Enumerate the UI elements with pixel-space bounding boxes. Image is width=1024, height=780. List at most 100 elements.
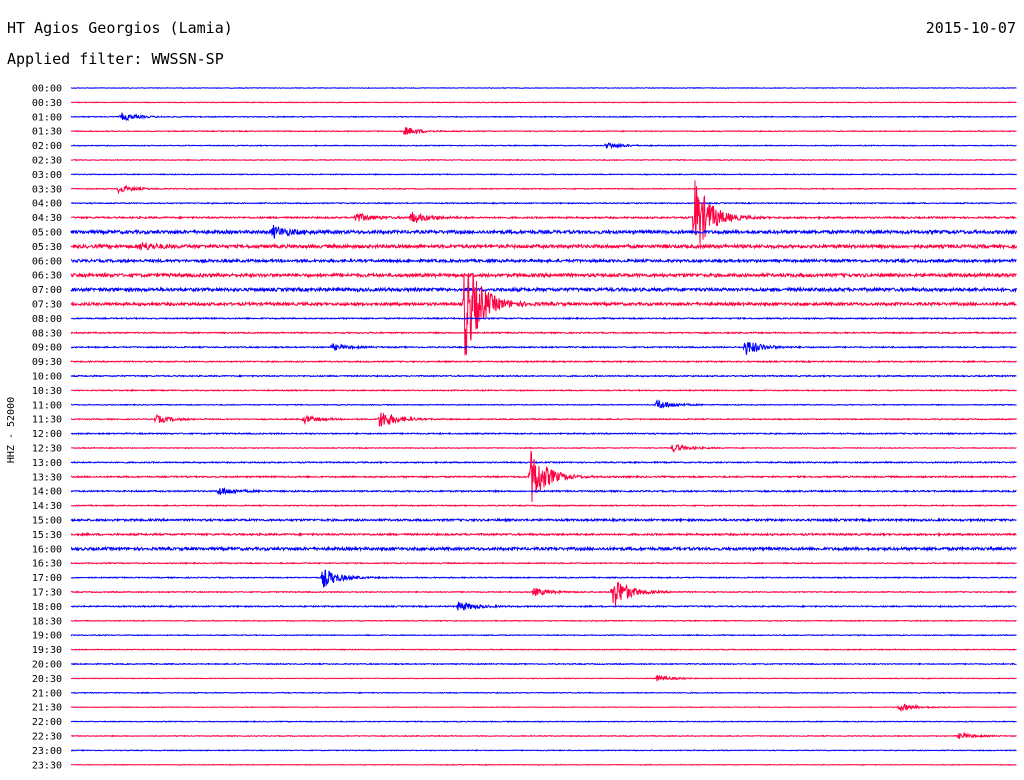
row-time-label: 11:00 <box>32 400 62 411</box>
trace-row <box>70 648 1017 651</box>
row-time-label: 02:30 <box>32 156 62 167</box>
trace-row <box>70 388 1017 392</box>
trace-row <box>70 330 1017 335</box>
row-time-label: 02:00 <box>32 141 62 152</box>
trace-row <box>70 224 1017 239</box>
trace-row <box>70 431 1017 436</box>
row-time-label: 03:30 <box>32 184 62 195</box>
row-time-label: 15:00 <box>32 516 62 527</box>
row-time-label: 14:30 <box>32 501 62 512</box>
row-time-label: 16:30 <box>32 559 62 570</box>
row-time-label: 21:00 <box>32 688 62 699</box>
row-time-label: 18:30 <box>32 616 62 627</box>
trace-row <box>71 399 1017 409</box>
row-time-label: 10:00 <box>32 372 62 383</box>
row-time-label: 22:30 <box>32 732 62 743</box>
row-time-label: 15:30 <box>32 530 62 541</box>
row-time-label: 21:30 <box>32 703 62 714</box>
row-time-label: 09:00 <box>32 343 62 354</box>
filter-label: Applied filter: WWSSN-SP <box>7 50 224 68</box>
row-time-label: 10:30 <box>32 386 62 397</box>
row-time-label: 23:00 <box>32 746 62 757</box>
trace-row <box>70 173 1017 176</box>
row-time-label: 03:00 <box>32 170 62 181</box>
trace-row <box>70 359 1017 364</box>
trace-row <box>70 201 1017 205</box>
row-time-label: 13:00 <box>32 458 62 469</box>
row-time-label: 17:00 <box>32 573 62 584</box>
trace-row <box>70 449 1017 503</box>
trace-row <box>70 581 1017 607</box>
row-time-label: 16:00 <box>32 544 62 555</box>
record-date: 2015-10-07 <box>925 19 1016 37</box>
trace-row <box>70 286 1017 294</box>
trace-row <box>70 749 1017 752</box>
row-time-label: 19:00 <box>32 631 62 642</box>
row-time-label: 12:30 <box>32 444 62 455</box>
trace-row <box>70 460 1017 465</box>
row-time-label: 22:00 <box>32 717 62 728</box>
row-time-label: 01:00 <box>32 112 62 123</box>
row-time-label: 04:30 <box>32 213 62 224</box>
trace-row <box>70 158 1017 162</box>
row-time-label: 12:00 <box>32 429 62 440</box>
row-time-label: 01:30 <box>32 127 62 138</box>
row-time-label: 13:30 <box>32 472 62 483</box>
station-title: HT Agios Georgios (Lamia) <box>7 19 233 37</box>
row-time-label: 05:00 <box>32 228 62 239</box>
row-time-label: 07:30 <box>32 300 62 311</box>
trace-row <box>70 180 1017 245</box>
row-time-label: 00:00 <box>32 84 62 95</box>
trace-row <box>70 763 1017 766</box>
trace-row <box>70 412 1017 427</box>
trace-row <box>71 142 1017 150</box>
trace-row <box>70 601 1017 611</box>
trace-row <box>70 316 1017 321</box>
row-time-label: 06:00 <box>32 256 62 267</box>
trace-row <box>70 257 1017 265</box>
row-time-label: 09:30 <box>32 357 62 368</box>
trace-row <box>70 720 1017 723</box>
trace-row <box>70 545 1017 553</box>
trace-row <box>70 86 1017 90</box>
trace-row <box>70 487 1017 496</box>
row-time-label: 07:00 <box>32 285 62 296</box>
trace-row <box>70 691 1017 695</box>
trace-row <box>70 443 1017 454</box>
row-time-label: 11:30 <box>32 415 62 426</box>
row-time-label: 04:00 <box>32 199 62 210</box>
row-time-label: 17:30 <box>32 588 62 599</box>
trace-row <box>70 569 1017 588</box>
trace-row <box>70 633 1017 637</box>
row-time-label: 00:30 <box>32 98 62 109</box>
row-time-label: 23:30 <box>32 760 62 771</box>
row-time-label: 20:30 <box>32 674 62 685</box>
trace-row <box>70 271 1017 279</box>
trace-row <box>70 662 1017 666</box>
row-time-label: 18:00 <box>32 602 62 613</box>
row-time-label: 14:00 <box>32 487 62 498</box>
trace-row <box>70 531 1017 538</box>
trace-row <box>70 242 1017 251</box>
trace-row <box>71 342 1017 355</box>
trace-row <box>70 703 1017 713</box>
trace-row <box>70 127 1017 135</box>
row-time-label: 19:30 <box>32 645 62 656</box>
row-time-label: 08:30 <box>32 328 62 339</box>
trace-row <box>70 619 1017 623</box>
row-time-label: 20:00 <box>32 660 62 671</box>
trace-row <box>70 731 1017 739</box>
row-time-label: 08:00 <box>32 314 62 325</box>
trace-row <box>70 517 1017 523</box>
trace-row <box>70 112 1017 122</box>
trace-row <box>70 561 1017 565</box>
trace-row <box>71 674 1017 682</box>
trace-row <box>70 374 1017 378</box>
row-time-label: 05:30 <box>32 242 62 253</box>
trace-row <box>70 272 1017 356</box>
trace-row <box>70 101 1017 104</box>
trace-row <box>70 184 1017 195</box>
row-time-label: 06:30 <box>32 271 62 282</box>
trace-row <box>70 504 1017 508</box>
